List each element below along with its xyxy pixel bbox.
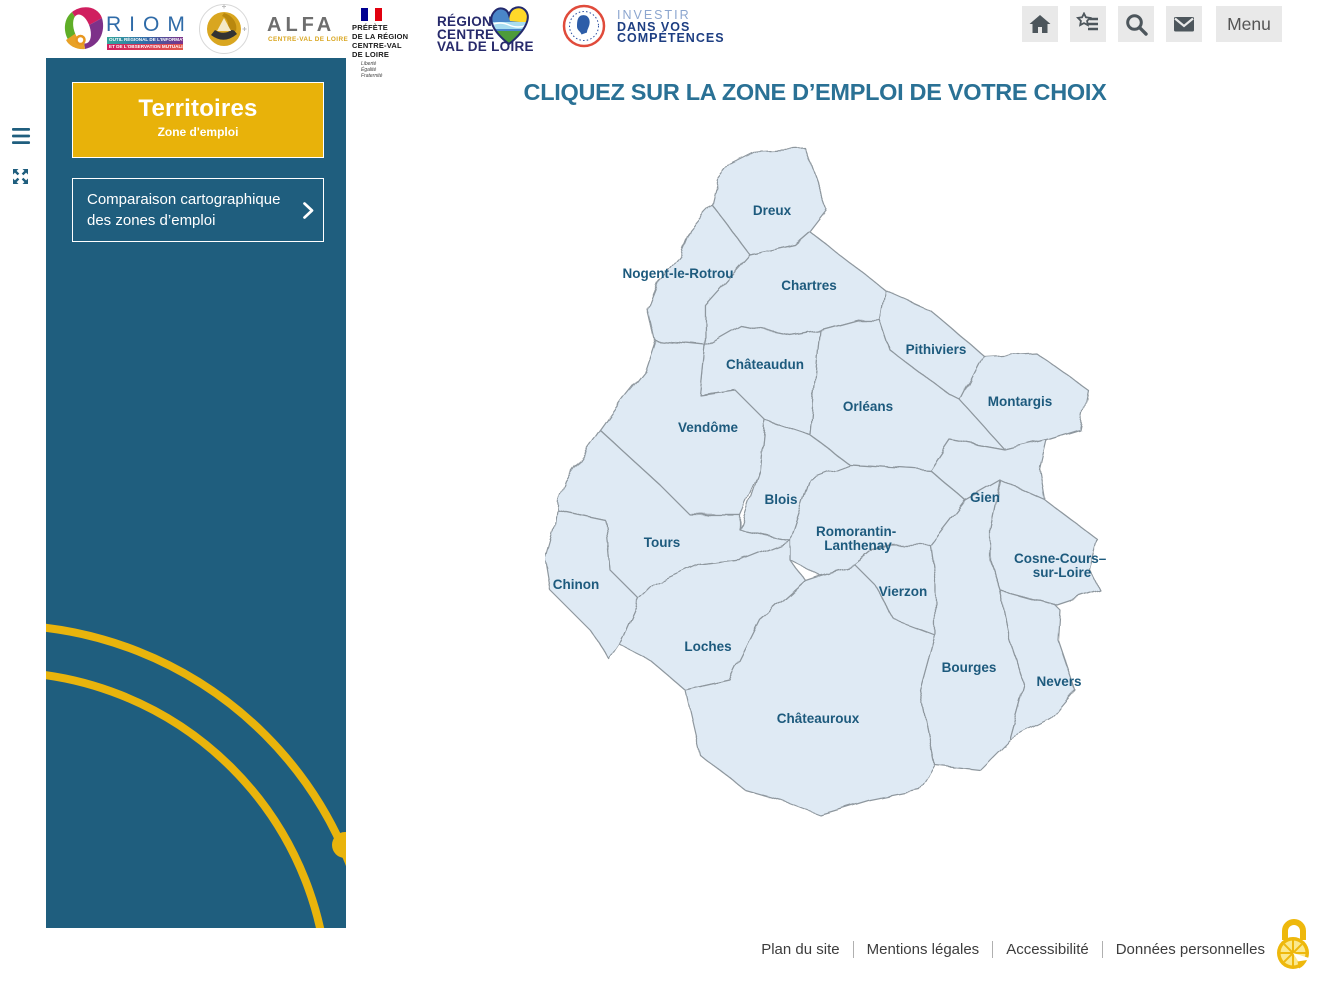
region-line2: CENTRE [437,26,495,42]
collapse-menu-button[interactable] [12,128,32,150]
prefecture-line4: DE LOIRE [352,50,390,59]
mail-icon [1174,17,1194,32]
region-heart-icon [490,6,529,46]
territory-header: Territoires Zone d'emploi [72,82,324,158]
employment-zones-map: Dreux Nogent-le-Rotrou Chartres Châteaud… [544,140,1110,830]
alfa-logo-text: ALFA [267,14,336,36]
prefecture-line2: DE LA RÉGION [352,32,409,41]
motto-fraternite: Fraternité [361,72,383,79]
motto-liberte: Liberté [361,61,377,67]
search-icon [1126,14,1148,36]
home-button[interactable] [1022,6,1058,42]
cookie-consent-button[interactable] [1274,912,1316,977]
prefecture-line1: PRÉFÈTE [352,23,388,32]
investir-line1: INVESTIR [617,8,691,22]
news-list-button[interactable] [1070,6,1106,42]
sidebar-panel: Territoires Zone d'emploi Comparaison ca… [46,58,346,928]
search-button[interactable] [1118,6,1154,42]
home-icon [1029,15,1051,33]
prefecture-title: PRÉFÈTE DE LA RÉGION CENTRE-VAL DE LOIRE [352,23,422,59]
footer-link-accessibilite[interactable]: Accessibilité [1006,941,1089,958]
header: RIOM OUTIL RÉGIONAL DE L'INFORMATION ET … [0,0,1328,78]
menu-button[interactable]: Menu [1216,6,1282,42]
hamburger-icon [12,128,30,144]
zone-chateauroux[interactable] [684,564,936,816]
zone-chinon[interactable] [544,509,641,661]
menu-button-label: Menu [1227,13,1271,34]
contact-button[interactable] [1166,6,1202,42]
prefecture-line3: CENTRE-VAL [352,41,402,50]
decorative-arcs [46,623,346,928]
investir-logo-text: INVESTIR DANS VOS COMPÉTENCES [617,8,725,45]
investir-logo-icon [562,4,606,48]
lemon-padlock-icon [1277,919,1309,969]
sidebar-rail [0,58,46,928]
footer-link-donnees-personnelles[interactable]: Données personnelles [1115,941,1265,958]
oriom-logo-icon [64,7,104,50]
fullscreen-button[interactable] [12,168,29,190]
investir-line3: COMPÉTENCES [617,31,725,45]
region-line1: RÉGION [437,14,493,29]
prefecture-motto: Liberté Égalité Fraternité [361,61,422,79]
footer-separator [1101,941,1103,958]
footer-links: Plan du site Mentions légales Accessibil… [761,941,1265,958]
footer-separator [992,941,994,958]
oriom-caption-line1: OUTIL RÉGIONAL DE L'INFORMATION [107,37,194,44]
comparison-map-button-label: Comparaison cartographique des zones d’e… [87,191,281,229]
prefecture-logo: PRÉFÈTE DE LA RÉGION CENTRE-VAL DE LOIRE… [352,8,422,79]
territory-subtitle: Zone d'emploi [157,125,239,139]
oriom-logo-caption: OUTIL RÉGIONAL DE L'INFORMATION ET DE L'… [107,37,194,51]
footer-link-plan-du-site[interactable]: Plan du site [761,941,840,958]
oriom-logo-text: RIOM [106,13,193,36]
chevron-right-icon [293,201,323,219]
expand-arrows-icon [13,169,28,184]
comparison-map-button[interactable]: Comparaison cartographique des zones d’e… [72,178,324,242]
investir-line2: DANS VOS [617,19,691,34]
zone-nevers[interactable] [999,589,1076,741]
footer-separator [852,941,854,958]
motto-egalite: Égalité [361,66,377,73]
oriom-caption-line2: ET DE L'OBSERVATION MUTUALISÉE [107,43,192,51]
alfa-logo-subtitle: CENTRE-VAL DE LOIRE [268,36,349,43]
territory-title: Territoires [138,95,258,122]
footer-link-mentions-legales[interactable]: Mentions légales [866,941,980,958]
page-title: CLIQUEZ SUR LA ZONE D’EMPLOI DE VOTRE CH… [523,78,1107,105]
french-flag-icon [361,8,382,21]
star-list-icon [1076,12,1098,31]
alfa-logo-icon [199,4,249,54]
